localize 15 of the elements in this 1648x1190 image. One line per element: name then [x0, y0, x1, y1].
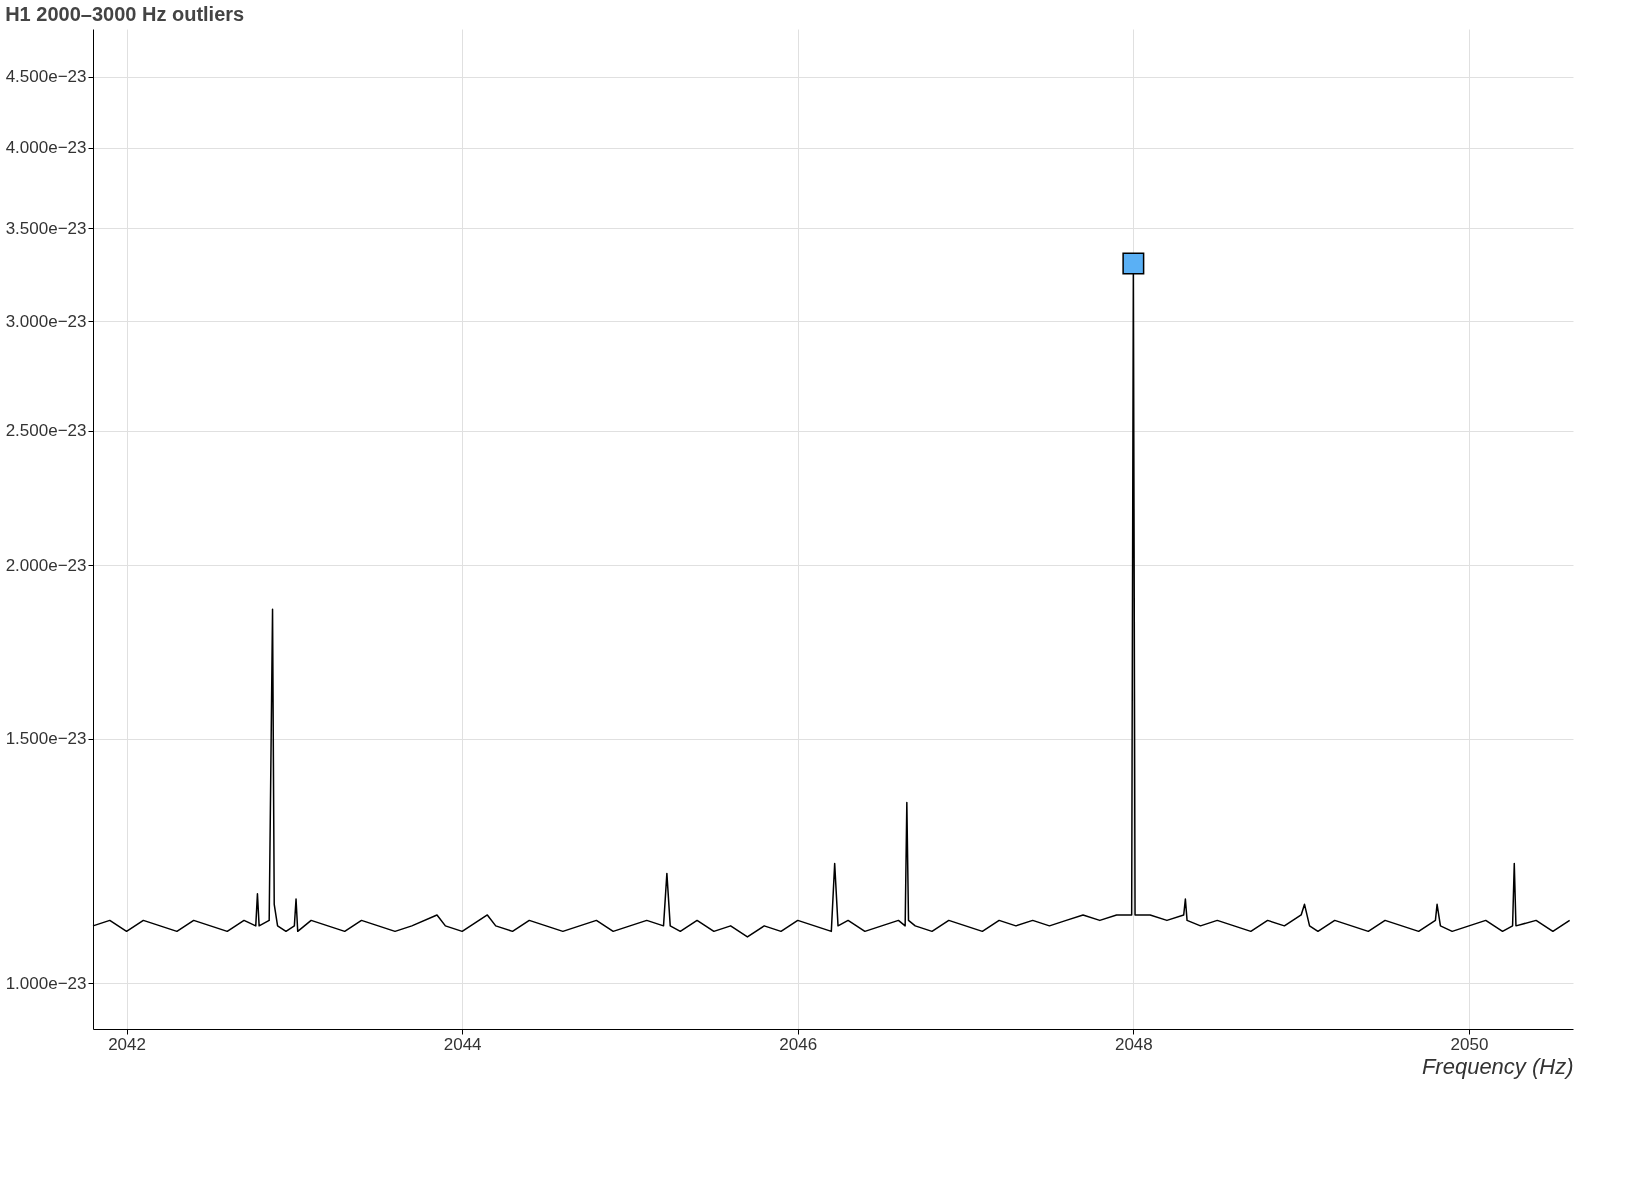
y-tick-label: 3.000e−23: [5, 311, 87, 331]
y-tick-label: 4.000e−23: [5, 138, 87, 158]
x-axis-title: Frequency (Hz): [1421, 1053, 1574, 1079]
x-tick-label: 2046: [779, 1034, 818, 1054]
x-tick-label: 2042: [108, 1034, 146, 1054]
y-tick-label: 1.500e−23: [5, 729, 87, 749]
x-tick-label: 2048: [1114, 1034, 1153, 1054]
y-tick-label: 1.000e−23: [5, 973, 87, 993]
x-tick-label: 2050: [1450, 1034, 1489, 1054]
y-tick-label: 3.500e−23: [5, 218, 87, 238]
y-tick-label: 2.000e−23: [5, 555, 87, 575]
y-tick-label: 2.500e−23: [5, 421, 87, 441]
chart-title: H1 2000–3000 Hz outliers: [5, 3, 245, 25]
y-tick-label: 4.500e−23: [5, 67, 87, 87]
x-tick-label: 2044: [443, 1034, 482, 1054]
